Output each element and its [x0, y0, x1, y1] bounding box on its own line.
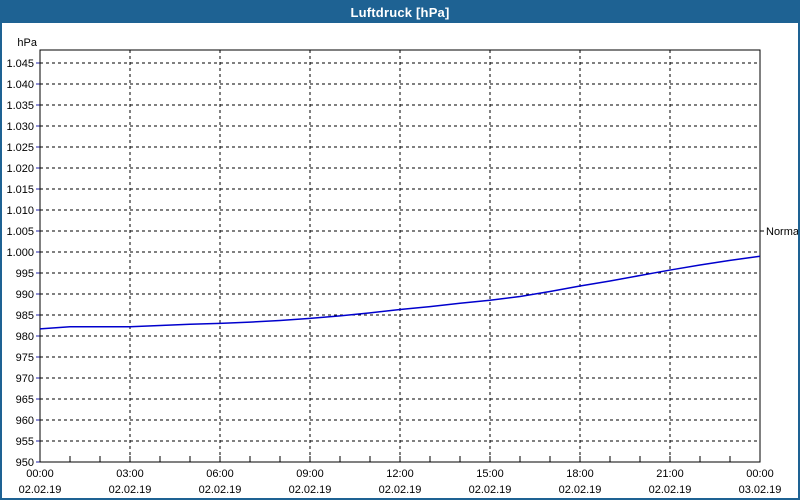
y-tick-label: 965	[16, 394, 34, 406]
x-tick-date-label: 02.02.19	[469, 484, 512, 496]
y-tick-label: 995	[16, 268, 34, 280]
y-tick-label: 955	[16, 436, 34, 448]
y-tick-label: 1.020	[6, 163, 34, 175]
y-tick-label: 1.035	[6, 100, 34, 112]
y-tick-label: 1.040	[6, 79, 34, 91]
x-tick-date-label: 02.02.19	[379, 484, 422, 496]
x-tick-time-label: 00:00	[26, 468, 54, 480]
x-tick-time-label: 12:00	[386, 468, 414, 480]
y-tick-label: 1.010	[6, 205, 34, 217]
x-tick-date-label: 03.02.19	[739, 484, 782, 496]
y-tick-label: 950	[16, 457, 34, 469]
y-axis-unit-label: hPa	[17, 37, 37, 49]
x-tick-time-label: 00:00	[746, 468, 774, 480]
y-tick-label: 990	[16, 289, 34, 301]
y-tick-label: 1.025	[6, 142, 34, 154]
pressure-series-line	[39, 255, 761, 330]
x-tick-time-label: 15:00	[476, 468, 504, 480]
y-tick-label: 960	[16, 415, 34, 427]
x-tick-time-label: 03:00	[116, 468, 144, 480]
x-tick-date-label: 02.02.19	[559, 484, 602, 496]
x-tick-date-label: 02.02.19	[199, 484, 242, 496]
x-tick-time-label: 06:00	[206, 468, 234, 480]
x-tick-time-label: 21:00	[656, 468, 684, 480]
x-tick-date-label: 02.02.19	[649, 484, 692, 496]
plot-border	[39, 49, 761, 463]
y-tick-label: 1.030	[6, 121, 34, 133]
y-tick-label: 975	[16, 352, 34, 364]
x-tick-date-label: 02.02.19	[109, 484, 152, 496]
y-tick-label: 980	[16, 331, 34, 343]
y-tick-label: 1.045	[6, 58, 34, 70]
y-tick-label: 985	[16, 310, 34, 322]
y-tick-label: 1.000	[6, 247, 34, 259]
y-tick-label: 1.005	[6, 226, 34, 238]
normal-annotation-label: Normal	[766, 226, 798, 238]
window-title: Luftdruck [hPa]	[2, 2, 798, 23]
x-tick-time-label: 18:00	[566, 468, 594, 480]
x-tick-date-label: 02.02.19	[19, 484, 62, 496]
x-tick-time-label: 09:00	[296, 468, 324, 480]
y-tick-label: 970	[16, 373, 34, 385]
y-tick-label: 1.015	[6, 184, 34, 196]
x-tick-date-label: 02.02.19	[289, 484, 332, 496]
